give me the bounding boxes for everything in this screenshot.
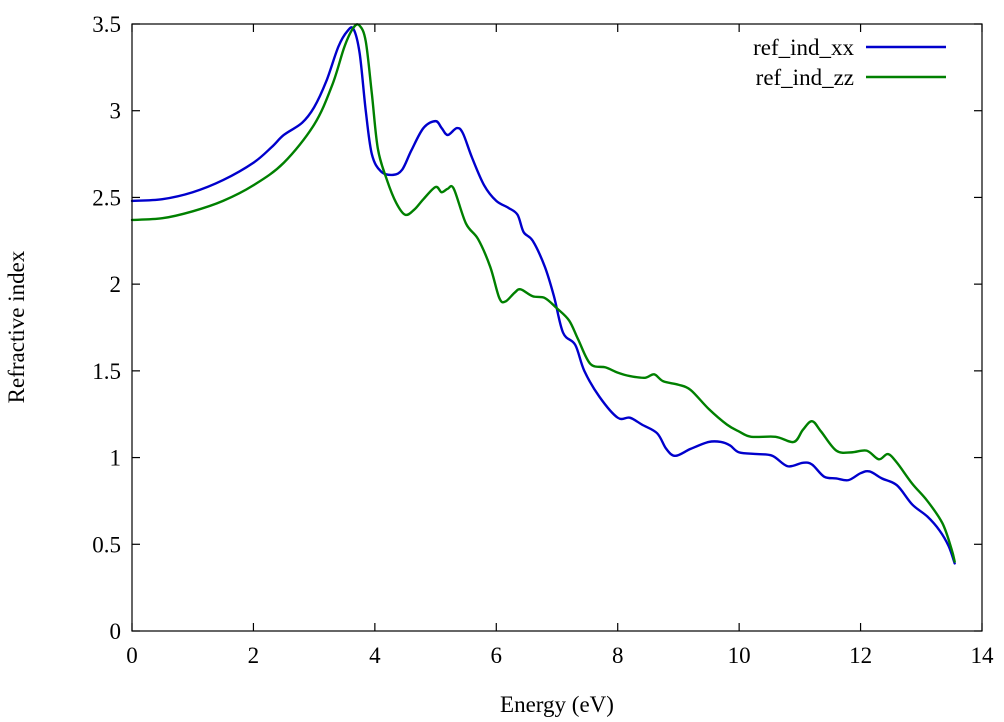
y-tick-label: 3 bbox=[110, 99, 122, 124]
legend: ref_ind_xx ref_ind_zz bbox=[753, 35, 946, 90]
ticks-layer: 0 2 4 6 8 10 12 14 0 0.5 1 1.5 2 2.5 3 3.5 bbox=[92, 12, 994, 668]
x-tick-label: 8 bbox=[612, 643, 624, 668]
y-tick-label: 1 bbox=[110, 446, 122, 471]
x-axis-title: Energy (eV) bbox=[500, 692, 614, 717]
x-tick-label: 2 bbox=[248, 643, 260, 668]
legend-label: ref_ind_zz bbox=[756, 65, 854, 90]
y-tick-label: 2 bbox=[110, 272, 122, 297]
legend-label: ref_ind_xx bbox=[753, 35, 854, 60]
y-axis-title: Refractive index bbox=[4, 250, 29, 403]
x-tick-label: 4 bbox=[369, 643, 381, 668]
y-tick-label: 0 bbox=[110, 619, 122, 644]
x-tick-label: 0 bbox=[126, 643, 138, 668]
x-tick-label: 10 bbox=[728, 643, 751, 668]
plot-frame bbox=[131, 23, 983, 632]
plot-layer bbox=[130, 23, 956, 565]
y-tick-label: 0.5 bbox=[92, 532, 121, 557]
y-tick-label: 2.5 bbox=[92, 185, 121, 210]
x-tick-label: 12 bbox=[849, 643, 872, 668]
x-tick-label: 6 bbox=[491, 643, 503, 668]
series-line-ref-ind-xx bbox=[130, 26, 956, 565]
series-line-ref-ind-zz bbox=[130, 23, 956, 563]
y-tick-label: 3.5 bbox=[92, 12, 121, 37]
x-tick-label: 14 bbox=[971, 643, 995, 668]
y-tick-label: 1.5 bbox=[92, 359, 121, 384]
